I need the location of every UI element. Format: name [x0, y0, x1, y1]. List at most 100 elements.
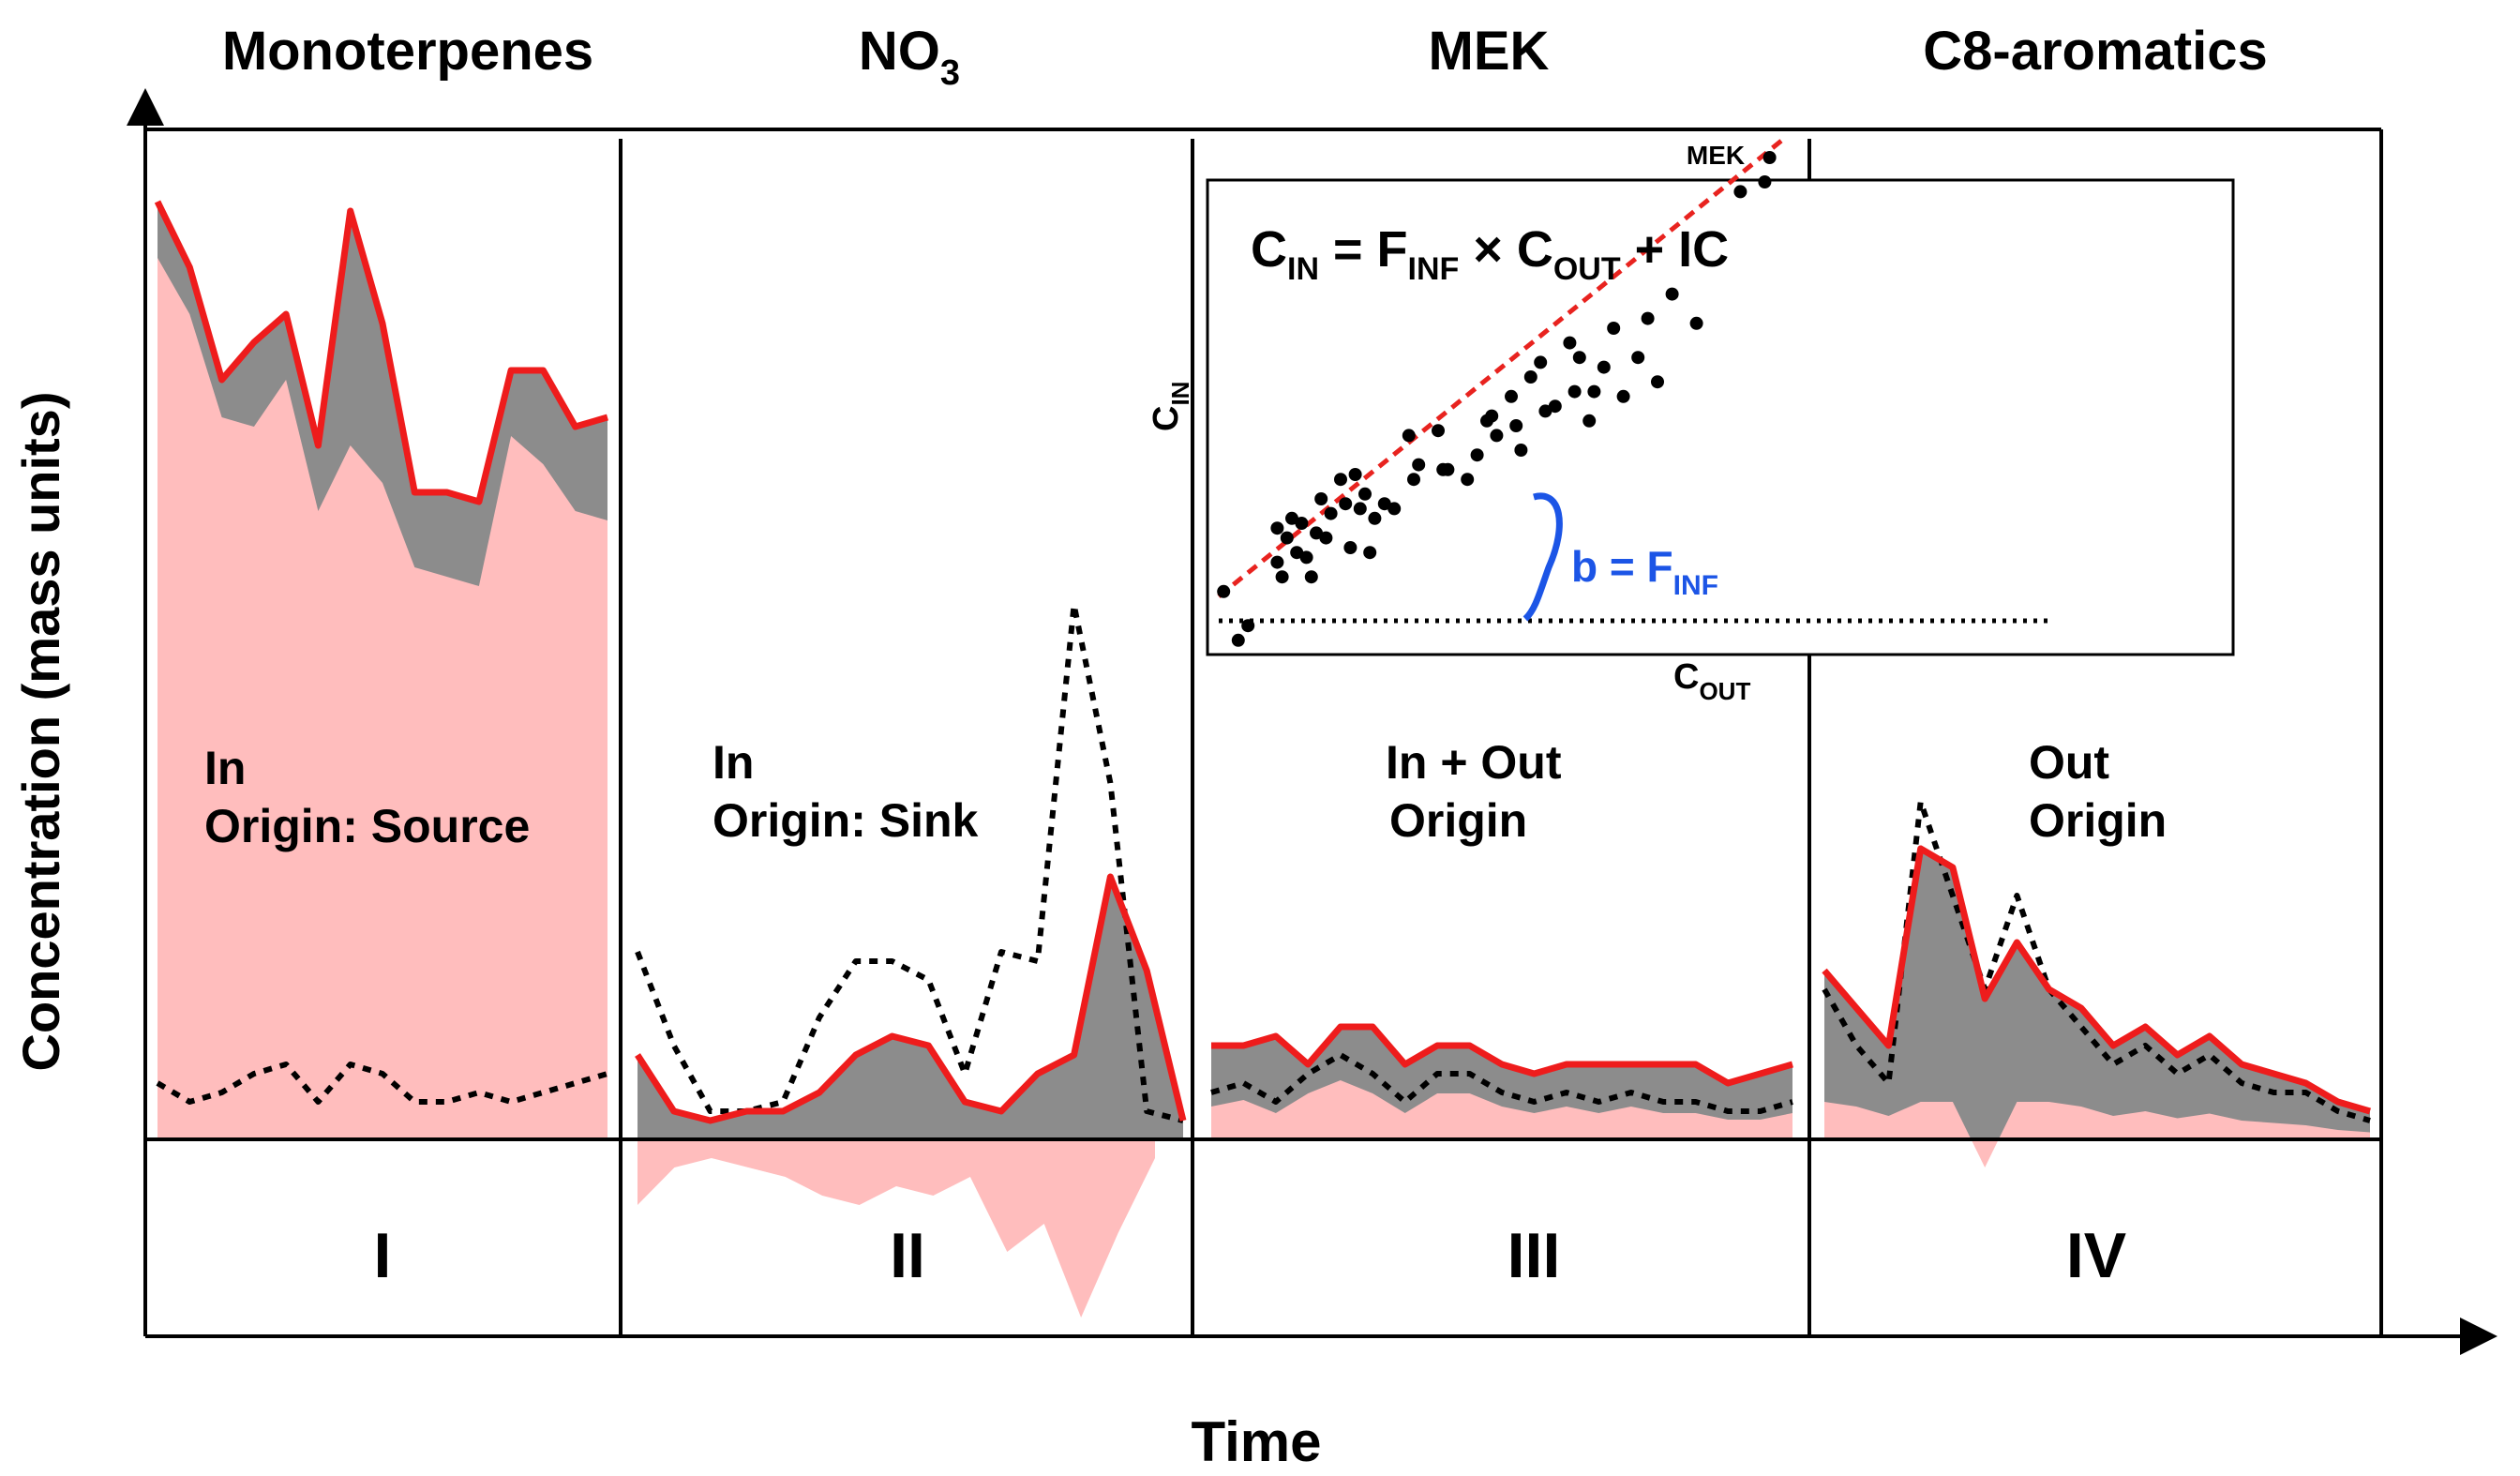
inset-point	[1280, 531, 1294, 545]
inset-point	[1651, 375, 1664, 389]
inset-point	[1616, 389, 1630, 403]
panel-4-indoor-area	[1824, 849, 2370, 1139]
panel-2-indoor-line	[635, 873, 1187, 1124]
inset-point	[1485, 409, 1499, 423]
panel-4-source-area	[1824, 1102, 2370, 1167]
inset-point	[1563, 336, 1577, 350]
inset-point	[1295, 517, 1309, 530]
inset-points	[1217, 136, 2053, 647]
slope-arc	[1522, 492, 1563, 622]
annotation-panel-2: In Origin: Sink	[712, 736, 979, 847]
panel-2-sink-area	[638, 1139, 1155, 1318]
panel-4-outdoor-line	[1822, 799, 2371, 1123]
frame	[145, 128, 2383, 1336]
roman-numeral-3: III	[1508, 1220, 1561, 1291]
inset-point	[1270, 521, 1284, 535]
inset-point	[1470, 448, 1484, 462]
y-axis-label: Concentration (mass units)	[11, 392, 70, 1072]
inset-point	[1231, 633, 1245, 647]
inset-point	[1665, 287, 1679, 301]
inset-point	[1343, 541, 1358, 554]
inset-point	[1241, 619, 1255, 633]
inset-point	[1377, 497, 1391, 511]
annotation-panel-3: In + Out Origin	[1386, 736, 1562, 847]
panel-2-plot	[635, 602, 1187, 1318]
inset-point	[1285, 511, 1298, 525]
inset-point	[1304, 570, 1318, 584]
panel-3-outdoor-line	[1210, 1052, 1793, 1114]
roman-numeral-2: II	[890, 1220, 925, 1291]
inset-point	[1217, 584, 1231, 598]
annotation-1-line-2: Origin: Source	[204, 800, 530, 852]
inset-point	[1388, 502, 1402, 516]
inset-point	[1441, 462, 1455, 476]
inset-point	[1607, 322, 1621, 335]
inset-point	[1631, 351, 1645, 365]
inset-point	[1324, 506, 1338, 520]
panel-title-c8-aromatics: C8-aromatics	[1923, 21, 2267, 82]
inset-scatter-plot: MEK CIN = FINF × COUT + IC b = FINF COUT…	[1147, 136, 2235, 705]
panel-1-source-area	[158, 258, 608, 1139]
panel-title-no3: NO3	[859, 21, 960, 93]
inset-equation: CIN = FINF × COUT + IC	[1251, 221, 1729, 287]
annotation-3-line-2: Origin	[1389, 794, 1527, 847]
inset-point	[1363, 546, 1377, 560]
inset-point	[1319, 531, 1333, 545]
inset-point	[1733, 185, 1748, 199]
inset-point	[1587, 384, 1601, 399]
inset-point	[1572, 351, 1586, 365]
roman-numeral-4: IV	[2066, 1220, 2126, 1291]
panel-title-no3-subscript: 3	[940, 53, 960, 93]
inset-point	[1505, 389, 1518, 403]
inset-point	[1597, 360, 1611, 374]
panel-plots	[154, 200, 2371, 1318]
inset-point	[1310, 526, 1323, 540]
inset-y-label: CIN	[1147, 382, 1194, 431]
annotation-1-line-1: In	[204, 742, 246, 794]
inset-point	[1490, 429, 1504, 443]
annotation-panel-1: In Origin: Source	[204, 742, 530, 852]
inset-title: MEK	[1687, 141, 1745, 170]
roman-numeral-1: I	[374, 1220, 392, 1291]
inset-point	[1534, 355, 1548, 369]
inset-regression-line	[1217, 136, 1786, 598]
inset-point	[1353, 502, 1367, 516]
x-axis-label: Time	[1192, 1410, 1322, 1473]
panel-3-plot	[1210, 1023, 1793, 1139]
inset-point	[1412, 458, 1426, 472]
panel-title-mek: MEK	[1429, 21, 1550, 82]
inset-x-label: COUT	[1673, 657, 1750, 705]
inset-point	[1348, 468, 1362, 481]
inset-point	[1314, 492, 1328, 505]
inset-point	[1538, 404, 1552, 418]
panel-1-plot	[154, 200, 608, 1139]
inset-point	[1290, 546, 1304, 560]
inset-point	[1523, 370, 1538, 384]
panel-3-indoor-line	[1211, 1023, 1793, 1087]
inset-point	[1402, 429, 1416, 443]
inset-point	[1568, 384, 1582, 399]
inset-point	[1548, 399, 1562, 414]
inset-point	[1582, 414, 1597, 428]
panel-4-plot	[1822, 799, 2371, 1167]
annotation-3-line-1: In + Out	[1386, 736, 1562, 789]
panel-1-indoor-line	[154, 200, 608, 505]
inset-point	[1275, 570, 1289, 584]
inset-point	[1432, 424, 1445, 438]
inset-point	[1641, 311, 1655, 325]
panel-title-monoterpenes: Monoterpenes	[222, 21, 593, 82]
inset-point	[1762, 151, 1777, 164]
inset-point	[1758, 175, 1772, 188]
annotation-panel-4: Out Origin	[2029, 736, 2167, 847]
annotation-2-line-1: In	[712, 736, 754, 789]
panel-4-indoor-line	[1822, 845, 2371, 1115]
inset-point	[1461, 473, 1475, 487]
panel-3-source-area	[1211, 1080, 1792, 1139]
inset-point	[1514, 444, 1528, 457]
slope-label: b = FINF	[1571, 542, 1718, 601]
inset-point	[1368, 511, 1382, 525]
annotation-4-line-2: Origin	[2029, 794, 2167, 847]
annotation-4-line-1: Out	[2029, 736, 2109, 789]
inset-frame	[1206, 178, 2235, 656]
